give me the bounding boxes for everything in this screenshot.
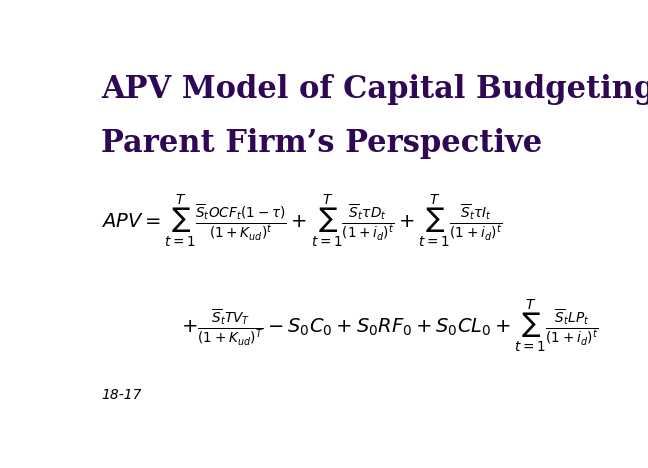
Text: APV Model of Capital Budgeting from the: APV Model of Capital Budgeting from the: [101, 74, 648, 105]
Text: 18-17: 18-17: [101, 388, 141, 402]
Text: Parent Firm’s Perspective: Parent Firm’s Perspective: [101, 128, 542, 159]
Text: $+ \frac{\overline{S}_t TV_T}{(1+K_{ud})^T} - S_0 C_0 + S_0 RF_0 + S_0 CL_0 + \s: $+ \frac{\overline{S}_t TV_T}{(1+K_{ud})…: [181, 298, 599, 354]
Text: $APV = \sum_{t=1}^{T} \frac{\overline{S}_t OCF_t(1-\tau)}{(1+K_{ud})^t} + \sum_{: $APV = \sum_{t=1}^{T} \frac{\overline{S}…: [101, 193, 502, 249]
